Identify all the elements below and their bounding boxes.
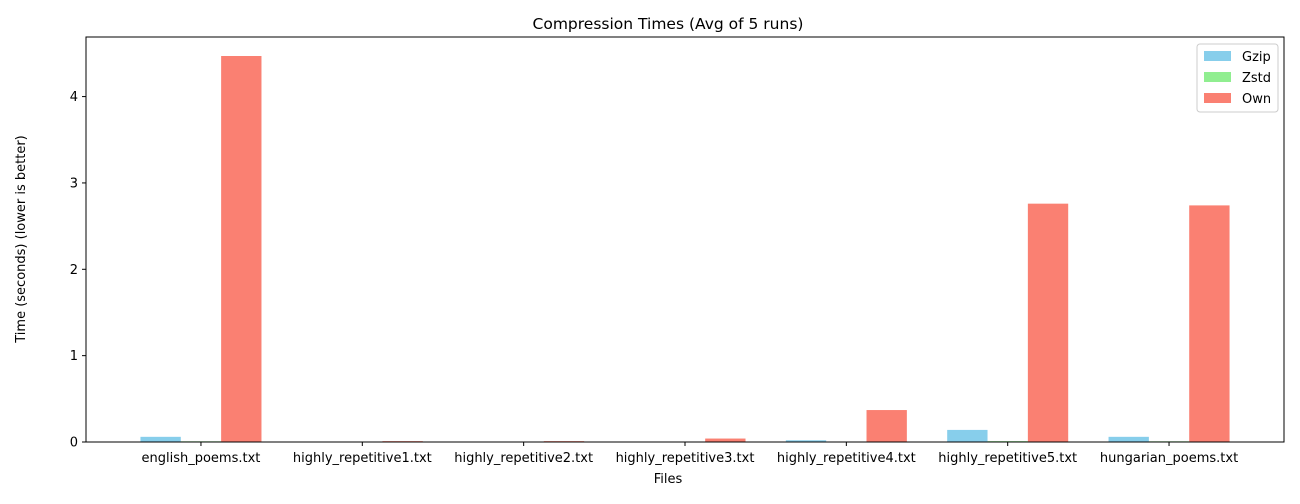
bar-gzip-1 [140,437,180,442]
x-tick-label: highly_repetitive4.txt [777,451,916,466]
x-tick-label: highly_repetitive1.txt [293,451,432,466]
x-axis-title: Files [654,472,683,487]
legend: Gzip Zstd Own [1197,44,1278,112]
y-tick-label: 3 [70,176,78,191]
legend-swatch-zstd [1204,72,1231,82]
x-tick-label: highly_repetitive3.txt [616,451,755,466]
bar-gzip-7 [1109,437,1149,442]
bar-own-1 [221,56,261,442]
bar-own-4 [705,439,745,442]
x-tick-label: hungarian_poems.txt [1100,451,1238,466]
x-tick-label: highly_repetitive5.txt [938,451,1077,466]
y-axis-title: Time (seconds) (lower is better) [14,135,29,343]
legend-label-zstd: Zstd [1242,71,1271,86]
x-tick-label: english_poems.txt [142,451,261,466]
x-tick-label: highly_repetitive2.txt [454,451,593,466]
y-tick-label: 2 [70,263,78,278]
chart-title: Compression Times (Avg of 5 runs) [533,15,804,33]
bar-own-7 [1189,205,1229,442]
y-tick-label: 1 [70,349,78,364]
bar-gzip-6 [947,430,987,442]
bar-own-6 [1028,204,1068,442]
legend-swatch-gzip [1204,51,1231,61]
y-tick-label: 0 [70,436,78,451]
legend-swatch-own [1204,93,1231,103]
legend-label-own: Own [1242,92,1271,107]
y-tick-label: 4 [70,90,78,105]
legend-label-gzip: Gzip [1242,50,1271,65]
bar-own-5 [867,410,907,442]
